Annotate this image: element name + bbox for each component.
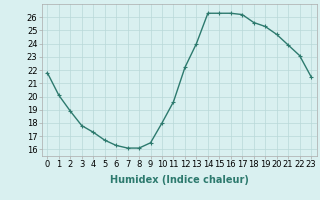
X-axis label: Humidex (Indice chaleur): Humidex (Indice chaleur) — [110, 175, 249, 185]
